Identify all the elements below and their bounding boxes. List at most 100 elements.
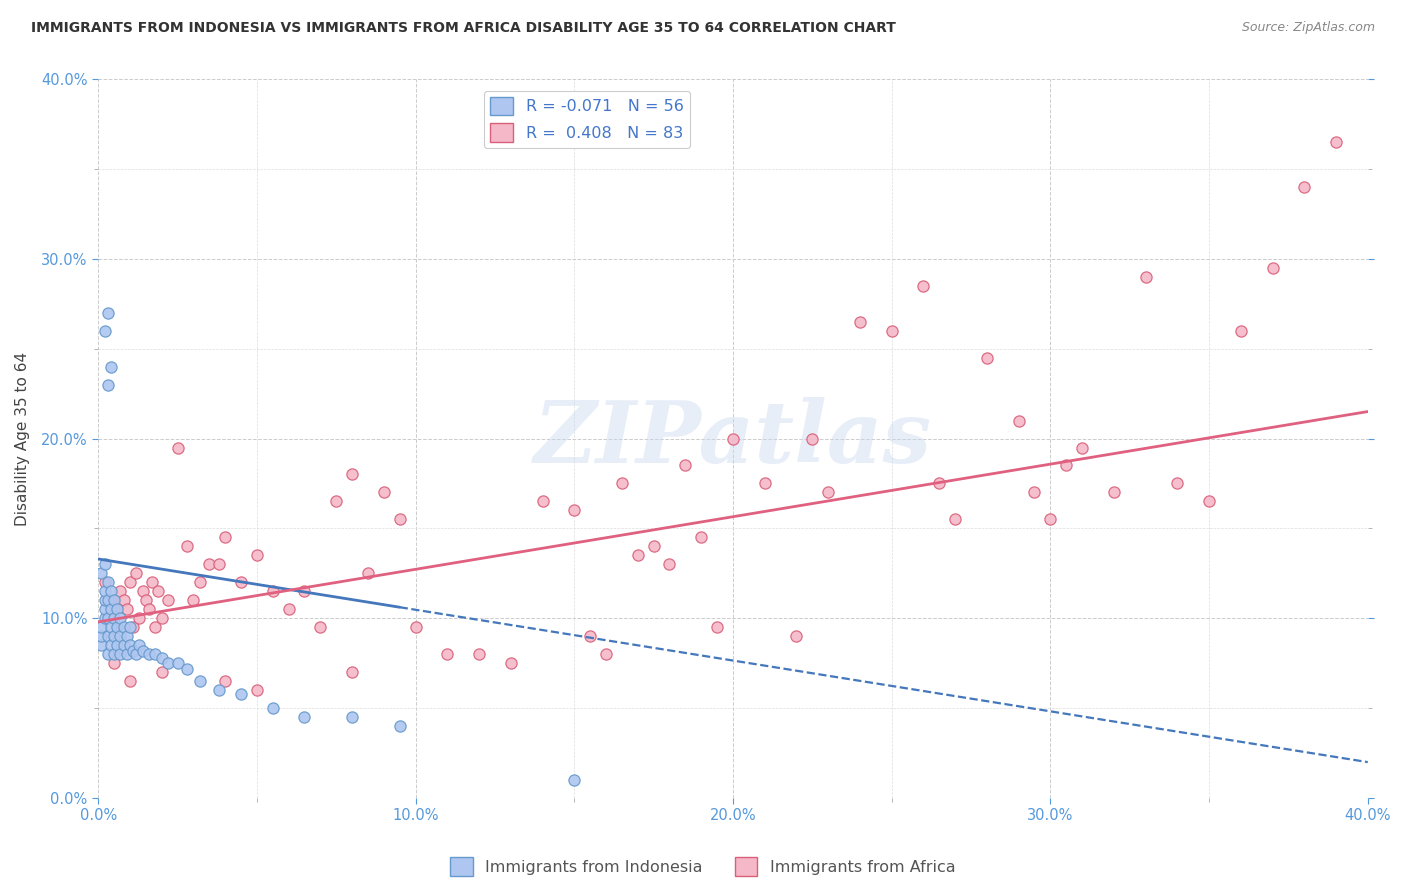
Point [90, 638, 112, 652]
Point [93, 324, 115, 338]
Point [122, 620, 145, 634]
Point [658, 558, 681, 572]
Point [103, 602, 125, 616]
Point [388, 719, 411, 733]
Point [643, 540, 665, 554]
Point [93, 593, 115, 607]
Point [1039, 512, 1062, 526]
Point [148, 584, 170, 599]
Point [690, 530, 713, 544]
Point [976, 351, 998, 365]
Point [105, 638, 128, 652]
Point [128, 611, 150, 625]
Point [1007, 413, 1029, 427]
Point [1198, 494, 1220, 508]
Point [373, 485, 395, 500]
Point [357, 566, 380, 581]
Point [1261, 260, 1284, 275]
Point [125, 647, 148, 661]
Point [229, 575, 252, 590]
Point [849, 315, 872, 329]
Point [1229, 324, 1251, 338]
Point [436, 647, 458, 661]
Point [214, 530, 236, 544]
Point [138, 602, 160, 616]
Point [754, 476, 776, 491]
Point [100, 584, 122, 599]
Point [118, 620, 141, 634]
Point [103, 657, 125, 671]
Point [246, 683, 269, 698]
Point [90, 566, 112, 581]
Point [131, 643, 153, 657]
Point [122, 643, 145, 657]
Point [143, 647, 166, 661]
Point [405, 620, 427, 634]
Point [246, 549, 269, 563]
Point [1102, 485, 1125, 500]
Point [90, 620, 112, 634]
Point [208, 683, 231, 698]
Point [110, 647, 132, 661]
Point [294, 584, 316, 599]
Point [579, 629, 602, 643]
Point [97, 377, 120, 392]
Legend: R = -0.071   N = 56, R =  0.408   N = 83: R = -0.071 N = 56, R = 0.408 N = 83 [484, 91, 690, 148]
Point [928, 476, 950, 491]
Point [277, 602, 299, 616]
Point [531, 494, 554, 508]
Point [141, 575, 163, 590]
Point [166, 657, 188, 671]
Text: IMMIGRANTS FROM INDONESIA VS IMMIGRANTS FROM AFRICA DISABILITY AGE 35 TO 64 CORR: IMMIGRANTS FROM INDONESIA VS IMMIGRANTS … [31, 21, 896, 36]
Point [340, 710, 363, 724]
Point [610, 476, 633, 491]
Point [673, 458, 696, 473]
Point [100, 602, 122, 616]
Point [105, 602, 128, 616]
Point [90, 629, 112, 643]
Point [112, 620, 135, 634]
Point [143, 620, 166, 634]
Point [93, 558, 115, 572]
Point [388, 512, 411, 526]
Point [100, 593, 122, 607]
Point [943, 512, 966, 526]
Point [468, 647, 491, 661]
Point [176, 540, 198, 554]
Point [150, 650, 173, 665]
Point [214, 674, 236, 689]
Point [801, 432, 824, 446]
Point [562, 503, 585, 517]
Point [176, 662, 198, 676]
Point [93, 611, 115, 625]
Point [110, 611, 132, 625]
Point [262, 701, 284, 715]
Point [198, 558, 221, 572]
Point [112, 638, 135, 652]
Point [135, 593, 157, 607]
Point [112, 593, 135, 607]
Point [499, 657, 522, 671]
Point [208, 558, 231, 572]
Point [93, 584, 115, 599]
Point [97, 647, 120, 661]
Point [100, 638, 122, 652]
Point [103, 647, 125, 661]
Point [125, 566, 148, 581]
Point [188, 674, 211, 689]
Point [706, 620, 728, 634]
Point [166, 441, 188, 455]
Point [131, 584, 153, 599]
Point [103, 593, 125, 607]
Point [785, 629, 807, 643]
Point [110, 584, 132, 599]
Point [97, 611, 120, 625]
Legend: Immigrants from Indonesia, Immigrants from Africa: Immigrants from Indonesia, Immigrants fr… [444, 851, 962, 882]
Point [115, 602, 138, 616]
Point [150, 611, 173, 625]
Point [118, 674, 141, 689]
Point [880, 324, 903, 338]
Point [103, 629, 125, 643]
Point [103, 611, 125, 625]
Point [721, 432, 744, 446]
